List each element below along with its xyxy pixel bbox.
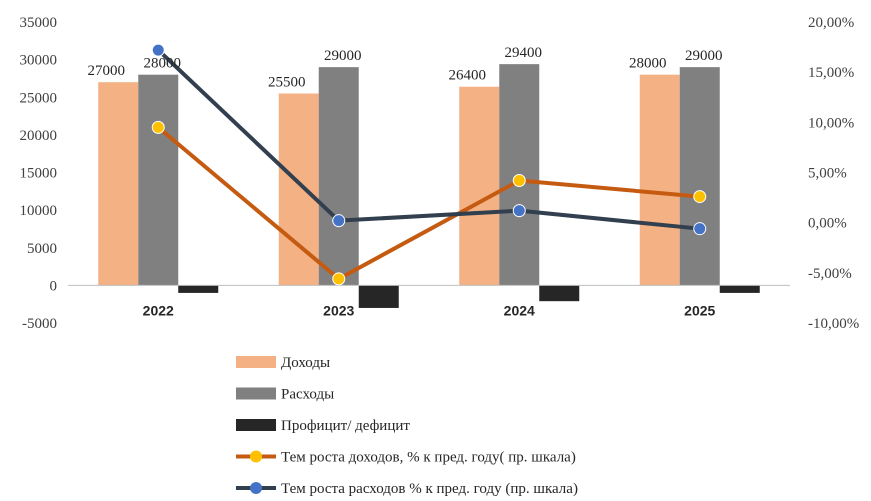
line-point-marker: [693, 190, 707, 204]
left-tick-label: 20000: [20, 128, 58, 144]
line-point-marker: [332, 272, 346, 286]
left-tick-label: 35000: [20, 15, 58, 31]
legend-label: Доходы: [281, 355, 330, 371]
right-tick-label: 10,00%: [808, 115, 854, 131]
category-label: 2022: [143, 302, 174, 318]
income-growth-line: [156, 125, 700, 281]
left-tick-label: 15000: [20, 166, 58, 182]
right-tick-label: -10,00%: [808, 316, 859, 332]
expense-growth-line: [156, 48, 700, 231]
line-point-marker: [512, 174, 526, 188]
right-tick-label: 5,00%: [808, 166, 847, 182]
balance-bar: [358, 285, 399, 308]
balance-bar: [539, 285, 580, 302]
line-point-marker: [512, 204, 526, 218]
left-tick-label: 5000: [27, 241, 57, 257]
legend-label: Расходы: [281, 387, 334, 403]
category-label: 2023: [323, 302, 354, 318]
income-bar: [459, 86, 500, 286]
legend: Доходы Расходы Профицит/ дефицит Тем роста …: [236, 355, 578, 497]
left-tick-label: -5000: [22, 316, 57, 332]
income-value-label: 25500: [268, 74, 306, 90]
income-bar: [278, 93, 319, 286]
balance-bar: [178, 285, 219, 293]
expense-value-label: 29000: [324, 48, 362, 64]
legend-swatch: [236, 356, 276, 368]
legend-label: Профицит/ дефицит: [281, 418, 410, 434]
line-point-marker: [693, 222, 707, 236]
legend-swatch: [236, 419, 276, 431]
right-tick-label: 0,00%: [808, 216, 847, 232]
balance-bar: [719, 285, 760, 293]
income-bar: [639, 74, 680, 286]
expense-bar: [679, 67, 720, 286]
income-value-label: 26400: [449, 68, 487, 84]
expense-bar: [318, 67, 359, 286]
right-tick-label: 15,00%: [808, 65, 854, 81]
bar-data-labels: 27000 28000 25500 29000 26400 29400 28000 29000: [88, 45, 723, 90]
line-point-marker: [332, 214, 346, 228]
right-y-axis: 20,00% 15,00% 10,00% 5,00% 0,00% -5,00% -10,00…: [808, 15, 859, 332]
income-value-label: 27000: [88, 63, 126, 79]
category-label: 2025: [684, 302, 715, 318]
category-label: 2024: [504, 302, 535, 318]
legend-label: Тем роста расходов % к пред. году (пр. ш…: [281, 481, 578, 497]
expense-bar: [138, 74, 179, 286]
right-tick-label: 20,00%: [808, 15, 854, 31]
income-bar: [98, 82, 139, 286]
line-point-marker: [151, 120, 165, 134]
legend-label: Тем роста доходов, % к пред. году( пр. ш…: [281, 450, 576, 466]
category-labels: 2022 2023 2024 2025: [143, 302, 716, 318]
left-tick-label: 25000: [20, 90, 58, 106]
bar-series: [98, 64, 760, 308]
legend-swatch: [236, 387, 276, 400]
expense-value-label: 28000: [144, 56, 182, 72]
legend-marker: [250, 482, 262, 494]
left-tick-label: 0: [50, 278, 58, 294]
left-tick-label: 30000: [20, 53, 58, 69]
left-tick-label: 10000: [20, 203, 58, 219]
expense-value-label: 29400: [505, 45, 543, 61]
line-point-marker: [151, 43, 165, 57]
right-tick-label: -5,00%: [808, 266, 852, 282]
line-series: [151, 43, 707, 286]
income-value-label: 28000: [629, 56, 667, 72]
left-y-axis: 35000 30000 25000 20000 15000 10000 5000 0 -5000: [20, 15, 58, 332]
legend-marker: [250, 450, 262, 463]
expense-value-label: 29000: [685, 48, 723, 64]
